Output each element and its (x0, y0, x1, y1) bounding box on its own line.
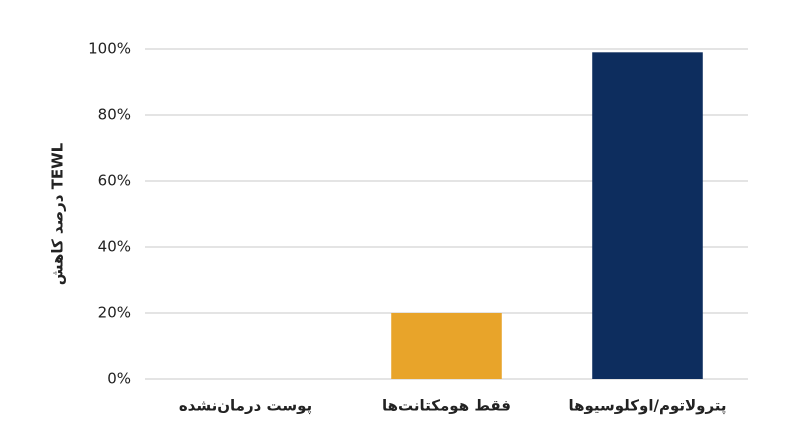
y-tick-label: 40% (98, 238, 131, 256)
bar (391, 313, 502, 379)
y-tick-label: 60% (98, 172, 131, 190)
y-axis-label: درصد کاهش TEWL (49, 142, 67, 285)
y-tick-label: 20% (98, 304, 131, 322)
y-tick-label: 0% (107, 370, 131, 388)
x-tick-label: فقط هومکتانت‌ها (382, 397, 511, 415)
y-tick-label: 80% (98, 106, 131, 124)
bar (592, 52, 703, 380)
x-tick-label: پوست درمان‌نشده (179, 397, 312, 416)
x-tick-label: پترولاتوم/اوکلوسیوها (568, 397, 726, 416)
y-tick-label: 100% (88, 40, 131, 58)
